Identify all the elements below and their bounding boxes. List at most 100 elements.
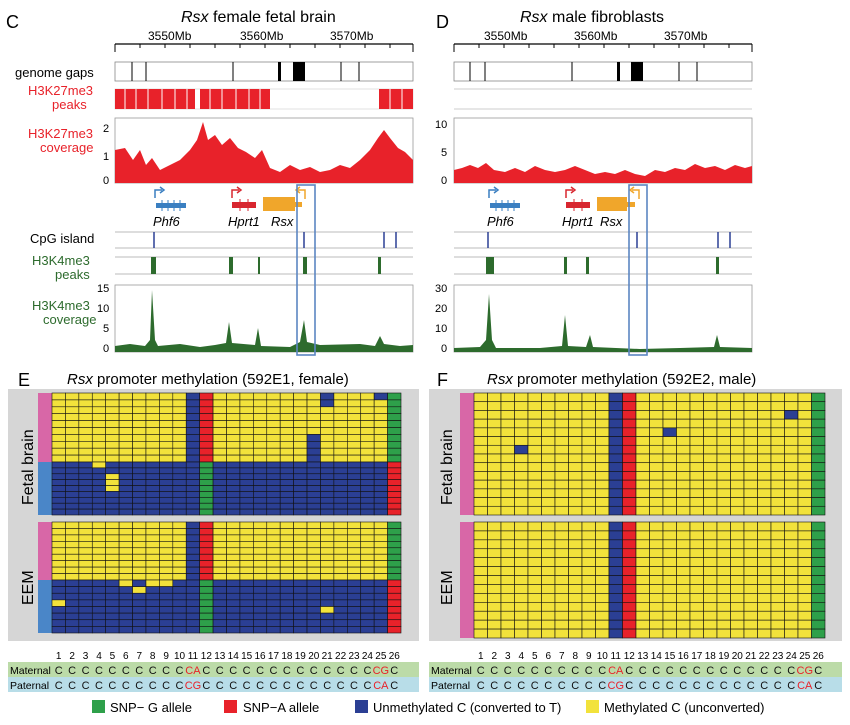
- cpg-cell: [676, 521, 691, 532]
- cpg-cell: [730, 619, 745, 630]
- cpg-cell: [347, 502, 362, 510]
- cpg-cell: [514, 410, 529, 420]
- cpg-cell: [649, 497, 664, 507]
- cpg-cell: [541, 392, 556, 403]
- cpg-cell: [145, 560, 160, 568]
- cpg-cell: [185, 619, 200, 627]
- cpg-cell: [320, 447, 335, 456]
- cpg-cell: [649, 619, 664, 630]
- cpg-cell: [676, 453, 691, 464]
- cpg-cell: [306, 406, 321, 414]
- cpg-cell: [360, 413, 375, 421]
- cpg-cell: [811, 418, 826, 429]
- cpg-cell: [608, 575, 623, 585]
- cpg-cell: [105, 573, 120, 581]
- cpg-cell: [118, 612, 133, 621]
- cpg-cell: [811, 392, 826, 403]
- cpg-cell: [78, 579, 93, 587]
- cpg-cell: [226, 434, 241, 442]
- label-h3k4-peaks-1: H3K4me3: [32, 253, 90, 268]
- cpg-cell: [78, 560, 93, 568]
- cpg-cell: [622, 505, 637, 516]
- cpg-cell: [78, 434, 93, 442]
- cpg-cell: [91, 553, 106, 561]
- cpg-cell: [662, 628, 677, 639]
- e-eem-maternal-bar: [38, 522, 52, 580]
- cpg-cell: [279, 626, 294, 634]
- cpg-cell: [595, 505, 610, 516]
- cpg-cell: [239, 461, 254, 469]
- cpg-cell: [159, 461, 174, 469]
- cpg-cell: [554, 539, 569, 550]
- c-rsx-highlight-box: [296, 184, 316, 356]
- cpg-cell: [743, 453, 758, 464]
- paternal-base: C: [350, 680, 358, 692]
- cpg-cell: [51, 447, 66, 456]
- cpg-cell: [595, 619, 610, 630]
- cpg-cell: [293, 521, 308, 529]
- cpg-cell: [514, 593, 529, 603]
- d-tick-3: 3570Mb: [664, 29, 708, 43]
- cpg-cell: [253, 420, 268, 428]
- cpg-cell: [266, 502, 281, 510]
- cpg-cell: [487, 462, 502, 472]
- cpg-cell: [473, 497, 488, 507]
- cpg-cell: [757, 628, 772, 639]
- cpg-cell: [811, 479, 826, 490]
- maternal-base: C: [733, 665, 741, 677]
- cpg-cell: [743, 462, 758, 472]
- cpg-cell: [51, 485, 66, 492]
- panel-e-title: Rsx promoter methylation (592E1, female): [67, 371, 349, 388]
- cpg-cell: [662, 584, 677, 594]
- cpg-cell: [811, 505, 826, 516]
- cpg-cell: [387, 619, 402, 627]
- cpg-cell: [159, 573, 174, 581]
- f-maternal-seq-bg: [429, 662, 842, 677]
- cpg-cell: [347, 541, 362, 549]
- cpg-cell: [514, 479, 529, 490]
- label-h3k27-cov-2: coverage: [40, 140, 93, 155]
- cpg-cell: [716, 593, 731, 603]
- cpg-cell: [811, 427, 826, 437]
- cpg-cell: [373, 626, 388, 634]
- cpg-cell: [473, 619, 488, 630]
- cpg-cell: [199, 566, 214, 574]
- cpg-cell: [784, 505, 799, 516]
- cpg-cell: [105, 420, 120, 428]
- cpg-cell: [373, 440, 388, 449]
- cpg-cell: [199, 420, 214, 428]
- cpg-number: 16: [678, 651, 690, 662]
- cpg-cell: [347, 392, 362, 401]
- cpg-cell: [635, 584, 650, 594]
- cpg-cell: [320, 573, 335, 581]
- cpg-cell: [91, 447, 106, 456]
- cpg-cell: [293, 392, 308, 401]
- cpg-cell: [797, 619, 812, 630]
- cpg-cell: [91, 392, 106, 401]
- cpg-cell: [253, 547, 268, 555]
- cpg-cell: [554, 401, 569, 411]
- cpg-cell: [784, 427, 799, 437]
- cpg-cell: [253, 592, 268, 601]
- paternal-base: C: [652, 680, 660, 692]
- cpg-cell: [239, 592, 254, 601]
- maternal-base: C: [243, 665, 251, 677]
- cpg-cell: [568, 488, 583, 498]
- cpg-cell: [212, 619, 227, 627]
- paternal-base: C: [517, 680, 525, 692]
- c-h3k4-peaks-track: [115, 256, 413, 275]
- cpg-cell: [91, 579, 106, 587]
- cpg-cell: [306, 534, 321, 542]
- cpg-cell: [622, 479, 637, 490]
- cpg-cell: [105, 606, 120, 614]
- cpg-cell: [716, 610, 731, 621]
- cpg-cell: [266, 560, 281, 568]
- cpg-cell: [105, 579, 120, 587]
- cpg-cell: [595, 610, 610, 621]
- cpg-cell: [541, 584, 556, 594]
- cpg-cell: [65, 392, 80, 401]
- cpg-cell: [279, 392, 294, 401]
- cpg-cell: [266, 599, 281, 607]
- cpg-cell: [159, 626, 174, 634]
- cpg-cell: [716, 436, 731, 446]
